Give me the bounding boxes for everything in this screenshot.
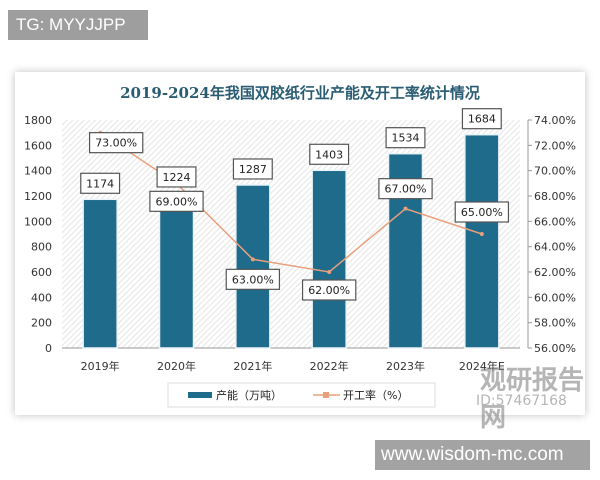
x-tick-label: 2022年 xyxy=(310,359,349,373)
plot-area xyxy=(62,120,520,348)
left-tick-label: 600 xyxy=(31,266,52,279)
left-tick-label: 1200 xyxy=(24,190,52,203)
right-tick-label: 68.00% xyxy=(534,190,576,203)
line-data-label-box xyxy=(378,178,433,200)
legend-line-label: 开工率（%） xyxy=(343,388,408,402)
line-point xyxy=(403,206,408,211)
bar-data-label: 1224 xyxy=(163,171,191,184)
line-data-label-box xyxy=(149,190,204,212)
bar-data-label-box xyxy=(80,172,121,194)
right-tick-label: 58.00% xyxy=(534,317,576,330)
line-point xyxy=(479,232,484,236)
bar-data-label: 1534 xyxy=(392,132,420,145)
bar-data-label: 1403 xyxy=(315,148,343,161)
line-point xyxy=(250,257,255,262)
x-tick-label: 2021年 xyxy=(233,359,272,373)
line-data-label: 73.00% xyxy=(95,137,137,150)
right-tick-label: 70.00% xyxy=(534,165,576,178)
line-data-label: 62.00% xyxy=(308,284,350,297)
left-tick-label: 1800 xyxy=(24,114,52,127)
left-tick-label: 200 xyxy=(31,317,52,330)
bar-data-label-box xyxy=(385,127,426,149)
right-tick-label: 60.00% xyxy=(534,291,576,304)
x-tick-label: 2019年 xyxy=(81,359,120,373)
bar-data-label-box xyxy=(309,143,350,165)
bar xyxy=(311,169,347,349)
right-tick-label: 66.00% xyxy=(534,215,576,228)
bar-data-label: 1684 xyxy=(468,113,496,126)
line-data-label: 69.00% xyxy=(156,195,198,208)
line-data-label: 63.00% xyxy=(232,273,274,286)
bar-data-label-box xyxy=(156,166,197,188)
line-data-label: 67.00% xyxy=(385,183,427,196)
bar-data-label-box xyxy=(232,158,273,180)
chart-title: 2019-2024年我国双胶纸行业产能及开工率统计情况 xyxy=(120,84,480,102)
legend-bar-swatch xyxy=(188,392,212,398)
bar-data-label: 1287 xyxy=(239,163,267,176)
right-tick-label: 74.00% xyxy=(534,114,576,127)
left-tick-label: 1000 xyxy=(24,215,52,228)
x-tick-label: 2020年 xyxy=(157,359,196,373)
legend-bar-label: 产能（万吨） xyxy=(216,388,282,402)
bar-data-label-box xyxy=(461,108,502,130)
watermark-brand: 观研报告网 xyxy=(480,366,585,433)
line-data-label-box xyxy=(301,279,357,301)
x-tick-label: 2023年 xyxy=(386,359,425,373)
left-tick-label: 800 xyxy=(31,241,52,254)
x-tick-label: 2024年E xyxy=(459,359,505,373)
line-data-label-box xyxy=(225,268,281,290)
bar-data-label: 1174 xyxy=(86,177,114,190)
legend xyxy=(167,382,436,408)
tg-overlay: TG: MYYJJPP xyxy=(8,10,148,40)
bar xyxy=(464,133,500,349)
right-tick-label: 64.00% xyxy=(534,241,576,254)
line-data-label-box xyxy=(454,201,510,223)
line-data-label-box xyxy=(88,132,144,154)
line-data-label: 65.00% xyxy=(461,206,503,219)
right-tick-label: 72.00% xyxy=(534,139,576,152)
right-tick-label: 62.00% xyxy=(534,266,576,279)
site-overlay: www.wisdom-mc.com xyxy=(375,440,590,470)
bar xyxy=(158,192,195,349)
left-tick-label: 400 xyxy=(31,291,52,304)
right-tick-label: 56.00% xyxy=(534,342,576,355)
left-tick-label: 1400 xyxy=(24,165,52,178)
line-point xyxy=(327,270,332,274)
bar xyxy=(235,184,271,349)
left-tick-label: 0 xyxy=(45,342,52,355)
legend-line-marker xyxy=(323,392,329,398)
left-tick-label: 1600 xyxy=(24,139,52,152)
bar xyxy=(82,198,118,349)
watermark-id: ID:57467168 xyxy=(476,393,567,409)
